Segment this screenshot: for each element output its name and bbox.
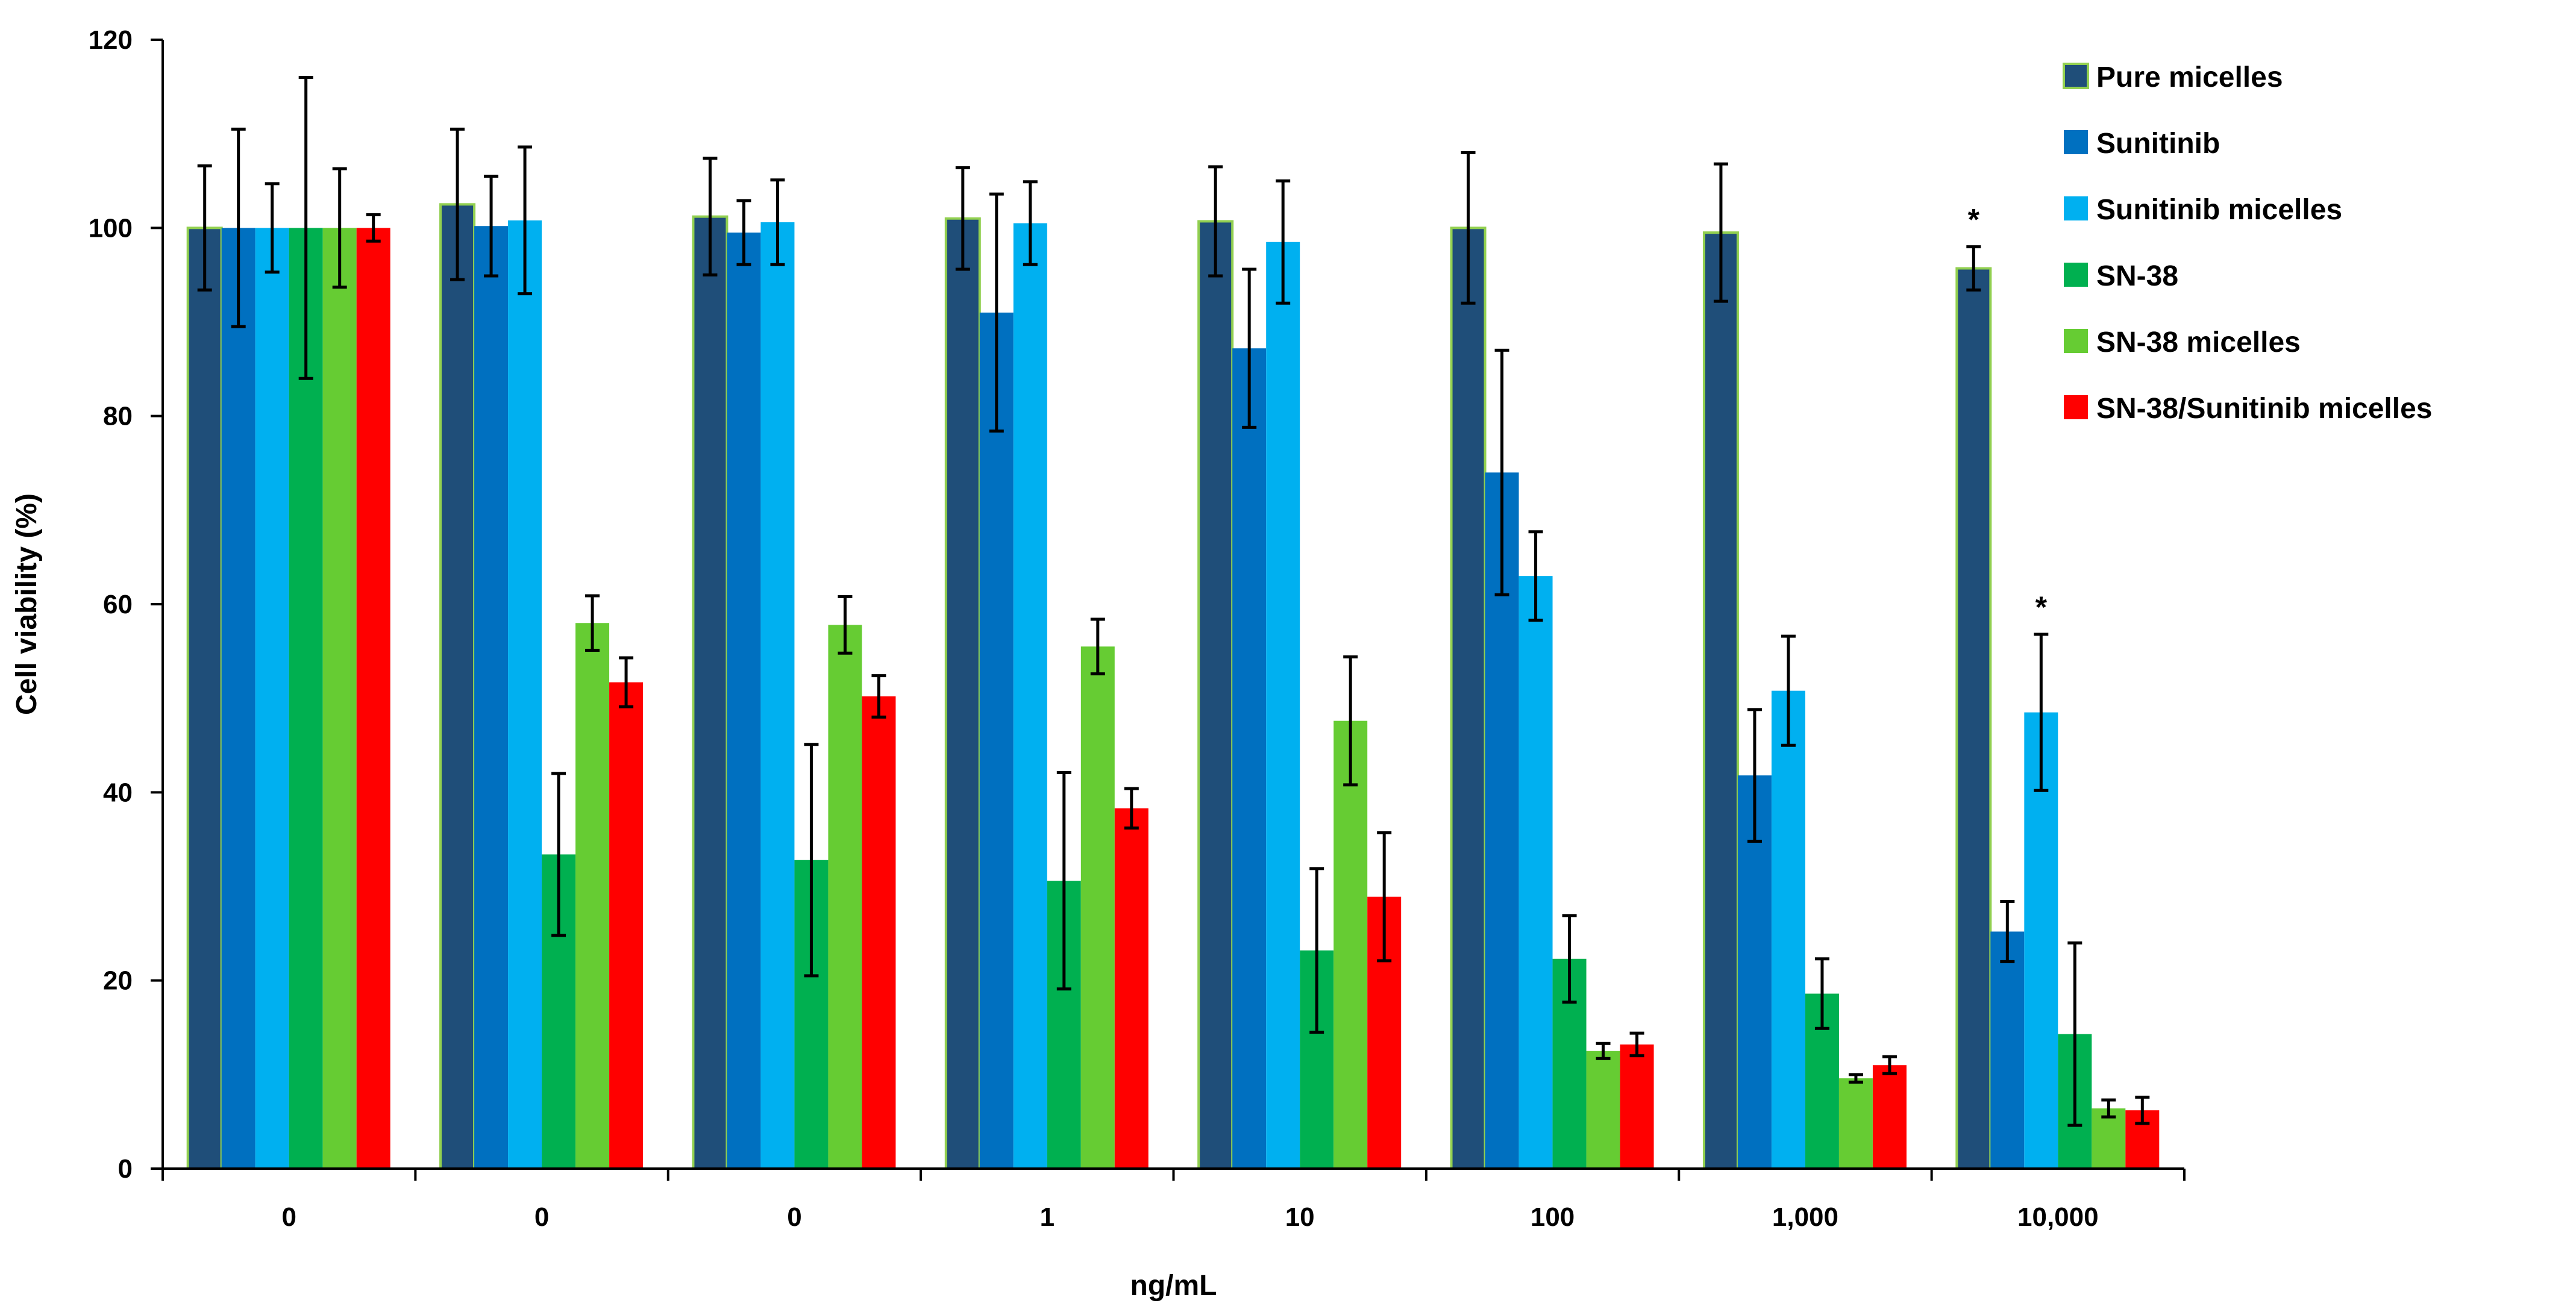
legend: Pure micelles Sunitinib Sunitinib micelles…	[2063, 61, 2432, 425]
x-tick-label: 10	[1285, 1202, 1315, 1232]
bar	[1080, 646, 1115, 1169]
bar	[575, 623, 610, 1169]
legend-swatch	[2064, 263, 2088, 287]
x-tick-label: 100	[1531, 1202, 1575, 1232]
legend-label: SN-38 micelles	[2096, 326, 2301, 358]
error-bars-layer	[197, 75, 2150, 1127]
bar	[609, 682, 644, 1169]
bar	[2092, 1108, 2126, 1169]
legend-swatch	[2064, 130, 2088, 154]
y-tick-label: 20	[103, 966, 133, 996]
bar	[1450, 226, 1487, 1170]
bar	[862, 696, 896, 1169]
x-tick-label: 0	[534, 1202, 549, 1232]
significance-asterisk: *	[1968, 203, 1980, 237]
significance-asterisk: *	[2035, 590, 2048, 624]
y-tick-label: 60	[103, 590, 133, 619]
bar	[1114, 808, 1149, 1169]
bar	[692, 215, 729, 1170]
bar	[508, 220, 542, 1169]
bar	[439, 203, 476, 1170]
y-tick-label: 80	[103, 402, 133, 431]
x-tick-label: 0	[787, 1202, 801, 1232]
bar	[828, 625, 862, 1169]
bar	[255, 228, 289, 1169]
bar	[186, 226, 223, 1170]
x-tick-label: 1	[1040, 1202, 1055, 1232]
y-tick-label: 100	[89, 213, 133, 243]
bar	[979, 312, 1014, 1169]
bar	[1838, 1078, 1873, 1169]
bar	[221, 228, 255, 1169]
bar	[1518, 576, 1553, 1169]
x-tick-label: 1,000	[1772, 1202, 1838, 1232]
bar	[760, 222, 795, 1169]
bars-layer	[186, 203, 2160, 1170]
legend-swatch	[2064, 329, 2088, 353]
bar	[1586, 1051, 1620, 1169]
bar	[1955, 267, 1992, 1170]
bar	[944, 217, 981, 1170]
x-tick-labels: 0 0 0 1 10 100 1,000 10,000	[161, 1169, 2186, 1232]
bar	[1232, 348, 1267, 1169]
legend-label: Pure micelles	[2096, 61, 2283, 93]
bar	[727, 233, 761, 1169]
bar	[289, 228, 323, 1169]
bar	[322, 228, 357, 1169]
y-tick-label: 0	[118, 1154, 133, 1184]
y-tick-label: 120	[89, 25, 133, 55]
bar	[1990, 931, 2025, 1169]
bar	[1620, 1044, 1654, 1169]
bar	[1702, 231, 1739, 1170]
legend-label: Sunitinib micelles	[2096, 194, 2342, 226]
y-tick-label: 40	[103, 778, 133, 807]
y-tick-labels: 0 20 40 60 80 100 120	[89, 25, 163, 1184]
bar	[1872, 1065, 1907, 1169]
legend-label: Sunitinib	[2096, 128, 2220, 160]
bar	[474, 226, 509, 1169]
bar	[1197, 220, 1234, 1170]
legend-swatch	[2063, 63, 2089, 89]
bar	[356, 228, 390, 1169]
legend-swatch	[2064, 196, 2088, 220]
x-tick-label: 0	[281, 1202, 296, 1232]
y-axis-title: Cell viability (%)	[11, 493, 43, 715]
legend-label: SN-38	[2096, 260, 2178, 292]
bar	[1771, 690, 1805, 1169]
legend-label: SN-38/Sunitinib micelles	[2096, 393, 2432, 425]
significance-marks: **	[1968, 203, 2048, 624]
bar	[1013, 223, 1047, 1169]
bar	[1266, 242, 1300, 1169]
x-tick-label: 10,000	[2017, 1202, 2099, 1232]
x-axis-title: ng/mL	[1130, 1270, 1217, 1302]
legend-swatch	[2064, 395, 2088, 419]
bar	[1333, 720, 1368, 1169]
